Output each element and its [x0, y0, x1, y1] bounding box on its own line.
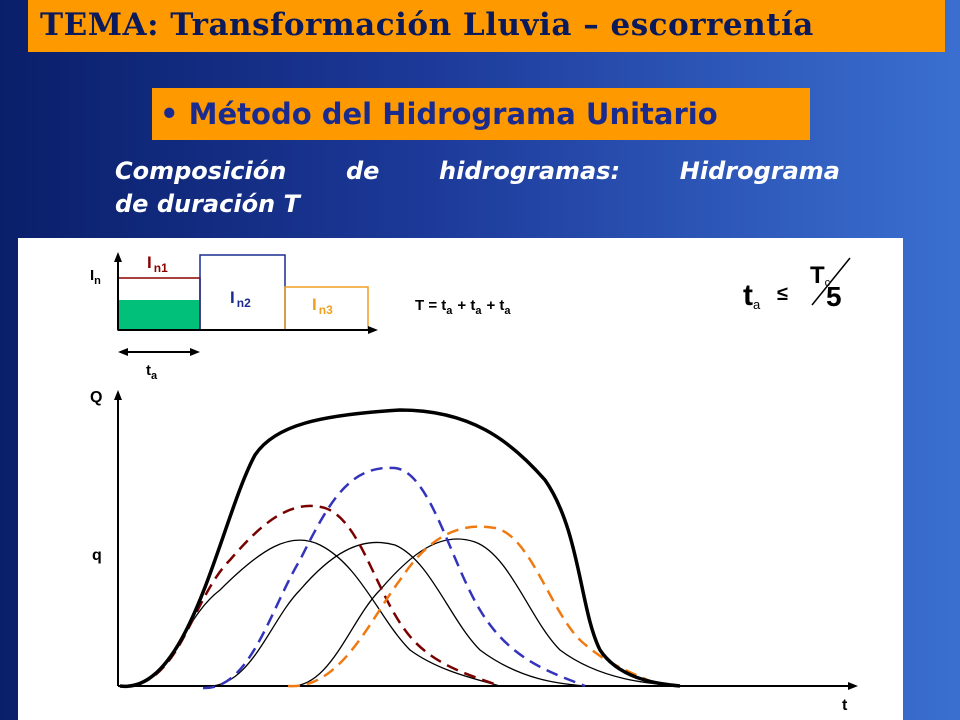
arrow	[118, 348, 128, 356]
label-sub: a	[753, 297, 761, 312]
arrow	[368, 326, 378, 334]
hydrograph-n2	[202, 466, 586, 690]
fraction-slash	[811, 257, 851, 306]
subtitle-line: Composición de hidrogramas: Hidrograma	[115, 157, 840, 185]
formula-part: T = t	[415, 297, 446, 314]
rain-axis-label: In	[90, 267, 101, 287]
formula: T = ta + ta + ta	[415, 297, 511, 317]
subtitle: Composición de hidrogramas: Hidrograma d…	[115, 155, 840, 221]
label-sub: n	[94, 275, 101, 287]
label: I	[230, 288, 235, 307]
condition-lhs: ta	[743, 279, 761, 312]
q-label: q	[92, 547, 102, 564]
curves	[119, 408, 681, 690]
title: TEMA: Transformación Lluvia – escorrentí…	[28, 0, 945, 52]
unit-hydrograph	[204, 541, 586, 687]
formula-part: a	[446, 305, 453, 317]
width-label: ta	[146, 362, 158, 382]
label-sub: c	[825, 277, 831, 289]
condition-num: Tc	[810, 262, 831, 289]
label-sub: n1	[154, 261, 168, 275]
arrow	[190, 348, 200, 356]
formula-part: a	[475, 305, 482, 317]
arrow	[114, 390, 122, 400]
formula-part: + t	[486, 297, 504, 314]
formula-part: + t	[457, 297, 475, 314]
unit-hydrograph	[287, 538, 681, 687]
label: I	[147, 253, 152, 272]
formula-part: a	[504, 305, 511, 317]
label-sub: n2	[237, 296, 251, 310]
relation: ≤	[777, 283, 788, 305]
rain-fill	[118, 300, 200, 330]
y-label: Q	[90, 389, 102, 406]
label: T	[810, 262, 825, 289]
total-hydrograph	[119, 408, 681, 688]
label: t	[743, 279, 753, 312]
condition-den: 5	[826, 281, 842, 312]
x-label: t	[842, 697, 848, 714]
label-sub: a	[151, 370, 158, 382]
hydrograph-n3	[287, 525, 661, 688]
label-sub: n3	[319, 303, 333, 317]
arrow	[114, 252, 122, 262]
label: I	[90, 267, 94, 284]
subtitle-line: de duración T	[115, 190, 300, 218]
bullet-text: Método del Hidrograma Unitario	[188, 97, 718, 131]
label: I	[312, 295, 317, 314]
bullet: • Método del Hidrograma Unitario	[152, 88, 810, 140]
label: t	[146, 362, 151, 379]
arrow	[848, 682, 858, 690]
